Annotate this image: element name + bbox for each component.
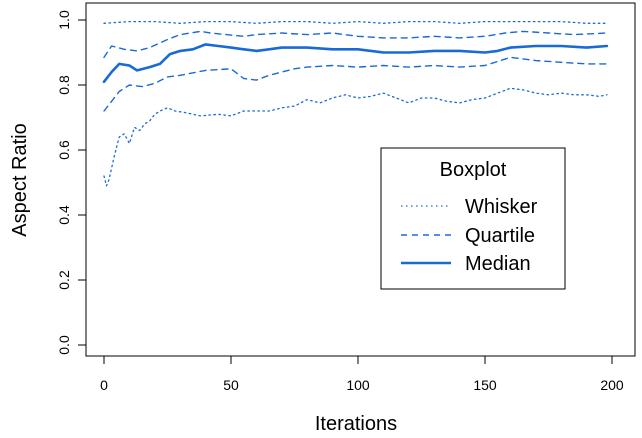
- series-line-median-median: [102, 43, 609, 84]
- x-axis: 0 50 100 150 200: [100, 355, 624, 393]
- x-axis-title: Iterations: [315, 413, 397, 435]
- x-tick-label: 150: [473, 377, 497, 393]
- y-tick-label: 0.4: [56, 205, 72, 225]
- x-tick-label: 50: [223, 377, 239, 393]
- y-tick-label: 0.0: [56, 335, 72, 355]
- legend-label-quartile: Quartile: [465, 225, 535, 247]
- y-tick-label: 0.6: [56, 140, 72, 160]
- y-axis-title: Aspect Ratio: [9, 123, 31, 236]
- legend-box: [380, 147, 566, 290]
- series-line-whisker-lower: [103, 87, 608, 187]
- legend-title: Boxplot: [440, 159, 507, 181]
- y-tick-label: 0.8: [56, 75, 72, 95]
- x-tick-label: 0: [100, 377, 108, 393]
- series-layer: [102, 20, 609, 187]
- y-axis: 0.0 0.2 0.4 0.6 0.8 1.0: [56, 10, 87, 355]
- series-line-quartile-lower: [103, 56, 608, 112]
- series-line-whisker-upper: [103, 20, 608, 24]
- legend: Boxplot Whisker Quartile Median: [380, 147, 566, 290]
- y-tick-label: 0.2: [56, 270, 72, 290]
- x-tick-label: 200: [600, 377, 624, 393]
- legend-label-median: Median: [465, 253, 531, 275]
- y-tick-label: 1.0: [56, 10, 72, 30]
- x-tick-label: 100: [346, 377, 370, 393]
- series-line-quartile-upper: [103, 30, 608, 59]
- legend-label-whisker: Whisker: [465, 196, 538, 218]
